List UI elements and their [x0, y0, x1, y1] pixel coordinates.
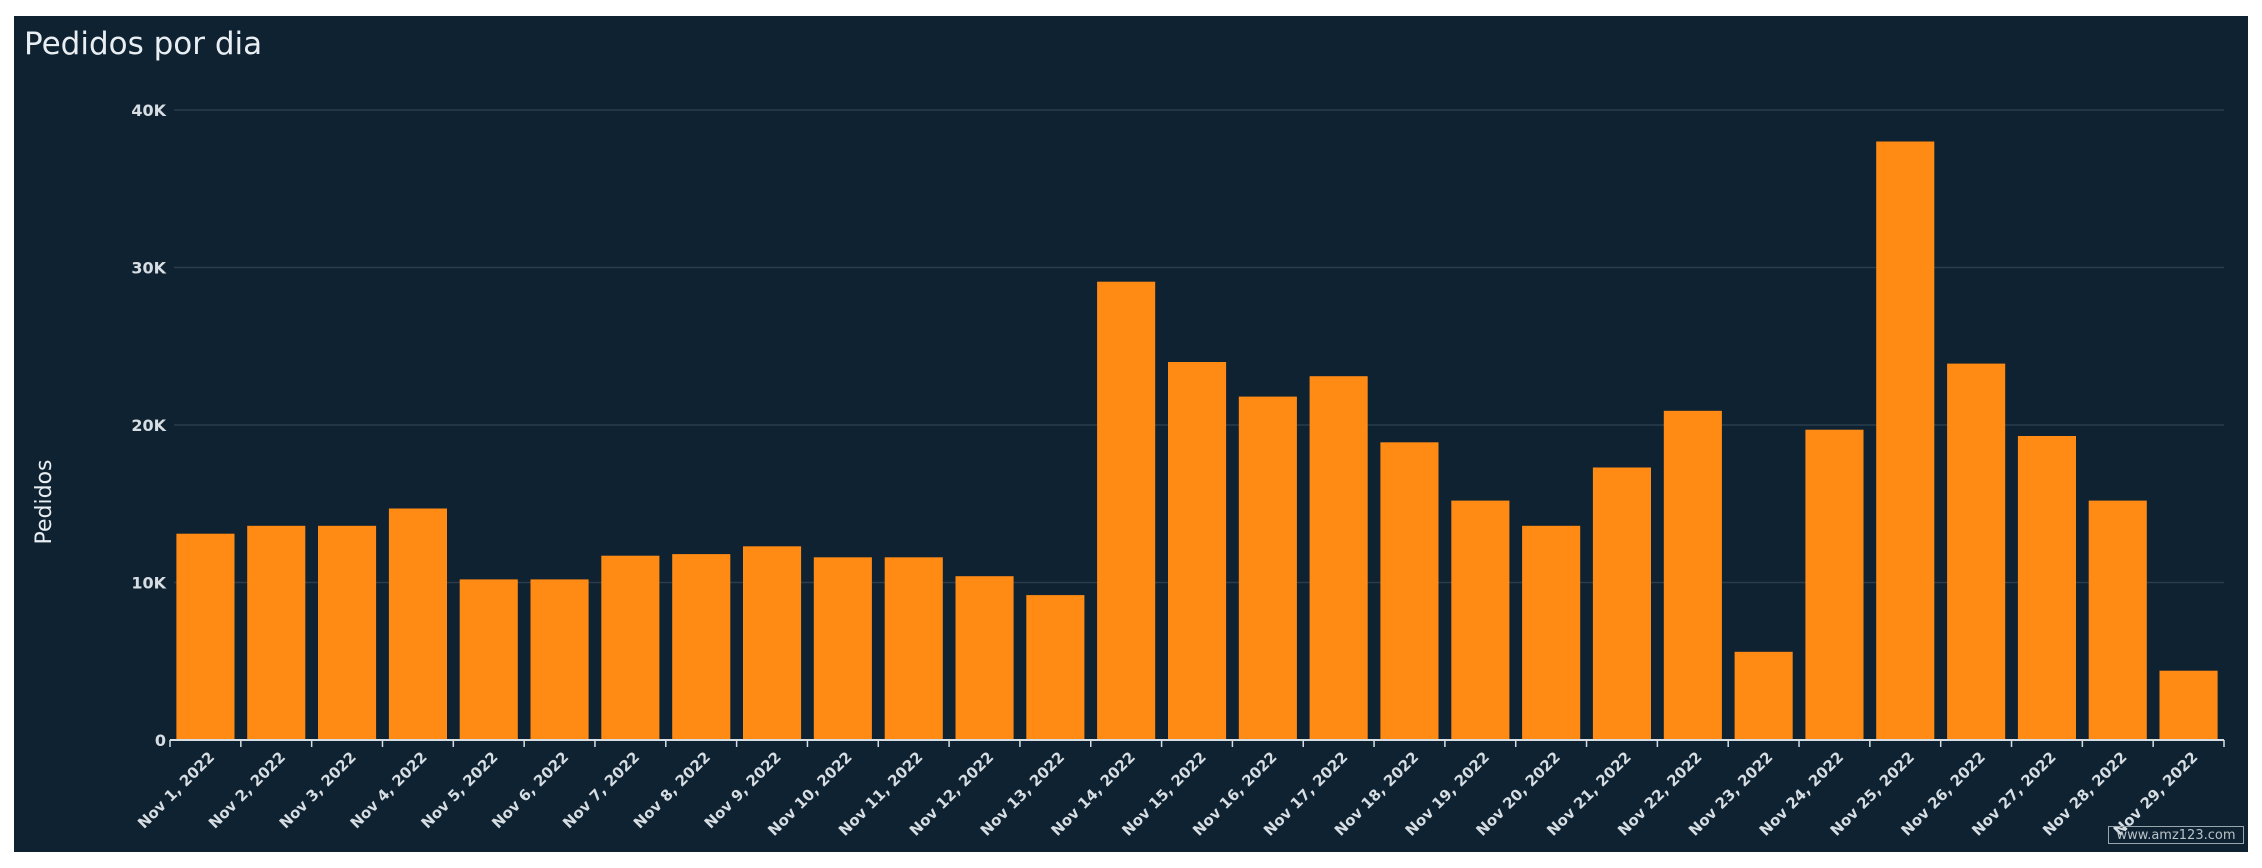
bar [2017, 436, 2076, 740]
bar [813, 557, 872, 740]
bars [176, 141, 2218, 740]
bar [1805, 429, 1864, 740]
y-axis-label: Pedidos [32, 460, 57, 545]
bar [1097, 281, 1156, 740]
bar [1026, 595, 1085, 740]
y-axis-ticks: 0 10K 20K 30K 40K [131, 101, 166, 750]
bar [1380, 442, 1439, 740]
bar [1876, 141, 1935, 740]
bar [601, 555, 660, 740]
bar [1947, 363, 2006, 740]
y-tick-label: 0 [155, 731, 166, 750]
chart-panel: 0 10K 20K 30K 40K Nov 1, 2022 Nov 2, 2022 Nov … [14, 16, 2248, 852]
bar [1168, 362, 1227, 740]
bar [1734, 651, 1793, 740]
y-tick-label: 20K [131, 416, 166, 435]
bar [247, 525, 306, 740]
bar [2159, 670, 2218, 740]
bar [318, 525, 377, 740]
bar [2088, 500, 2147, 740]
bar [1238, 396, 1297, 740]
bar [955, 576, 1014, 740]
y-tick-label: 10K [131, 574, 166, 593]
page-title: Pedidos por dia [24, 26, 263, 62]
bar [1592, 467, 1651, 740]
bar [530, 579, 589, 740]
bar [1522, 525, 1581, 740]
bar [176, 533, 235, 740]
bar [1663, 410, 1722, 740]
bar [884, 557, 943, 740]
bar [1309, 376, 1368, 740]
y-tick-label: 30K [131, 259, 166, 278]
x-axis [169, 739, 2225, 747]
bar [459, 579, 518, 740]
bar [1451, 500, 1510, 740]
watermark: www.amz123.com [2108, 826, 2244, 844]
bar [672, 554, 731, 740]
bar [388, 508, 447, 740]
y-tick-label: 40K [131, 101, 166, 120]
bar [743, 546, 802, 740]
